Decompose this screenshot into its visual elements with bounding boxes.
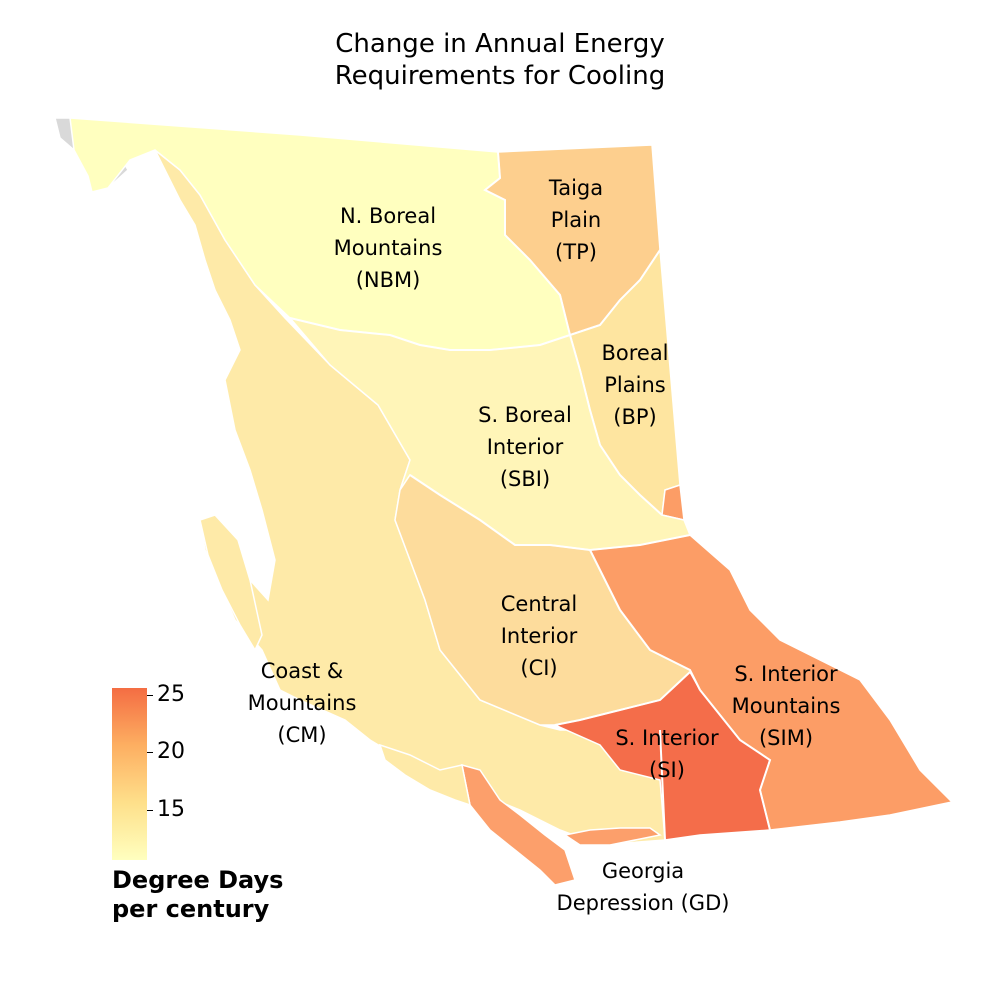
- legend-title: Degree Days per century: [112, 866, 284, 923]
- region-gd: [461, 763, 576, 886]
- region-sim-patch: [661, 483, 685, 521]
- label-tp: Taiga Plain (TP): [548, 176, 604, 264]
- label-cm: Coast & Mountains (CM): [247, 659, 357, 747]
- region-cm-vi: [378, 743, 471, 807]
- legend-ticklabel-15: 15: [157, 797, 185, 822]
- label-bp: Boreal Plains (BP): [601, 341, 669, 429]
- legend-tick-25: [147, 695, 153, 696]
- legend-ticklabel-25: 25: [157, 682, 185, 707]
- legend-ticklabel-20: 20: [157, 739, 185, 764]
- region-cm-islands: [199, 514, 263, 652]
- region-gd-mainland: [563, 827, 662, 846]
- legend-tick-15: [147, 810, 153, 811]
- legend-colorbar: [112, 688, 147, 860]
- label-sim: S. Interior Mountains (SIM): [731, 662, 841, 750]
- label-nbm: N. Boreal Mountains (NBM): [333, 204, 443, 292]
- map-title-line1: Change in Annual Energy: [335, 29, 665, 59]
- label-sbi: S. Boreal Interior (SBI): [478, 403, 572, 491]
- map-title-line2: Requirements for Cooling: [334, 61, 666, 91]
- label-gd: Georgia Depression (GD): [556, 859, 730, 915]
- legend-tick-20: [147, 752, 153, 753]
- map-title: Change in Annual Energy Requirements for…: [0, 28, 1000, 92]
- label-si: S. Interior (SI): [615, 726, 719, 782]
- label-ci: Central Interior (CI): [500, 592, 578, 680]
